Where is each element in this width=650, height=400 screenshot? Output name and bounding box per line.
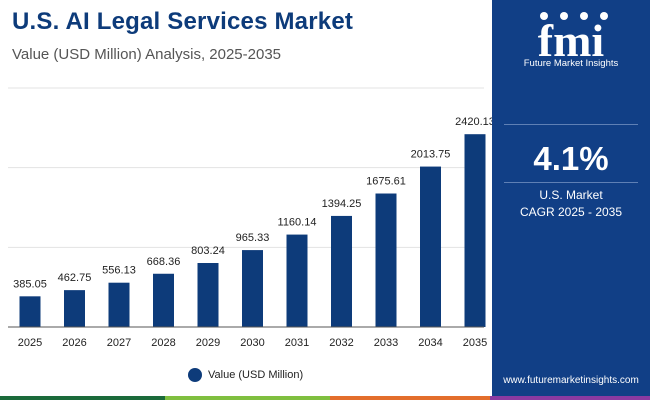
sidebar: fmi Future Market Insights 4.1% U.S. Mar… (492, 0, 650, 400)
bar (464, 134, 486, 327)
x-tick-label: 2026 (62, 337, 86, 349)
x-tick-label: 2028 (151, 337, 175, 349)
x-tick-label: 2027 (107, 337, 131, 349)
x-tick-label: 2030 (240, 337, 264, 349)
cagr-label-market: U.S. Market (539, 188, 603, 202)
page-title: U.S. AI Legal Services Market (12, 8, 354, 35)
cagr-value: 4.1% (533, 140, 609, 177)
bar (331, 215, 352, 327)
bar (286, 234, 308, 327)
bar-chart: 385.05 2025 462.75 2026 556.13 2027 668.36 2028… (8, 87, 492, 349)
bar (153, 273, 174, 327)
website-link[interactable]: www.futuremarketinsights.com (503, 375, 639, 386)
logo-icon-3 (580, 12, 588, 20)
data-label: 1160.14 (278, 217, 317, 229)
bar (242, 250, 263, 327)
divider-top (504, 124, 638, 125)
stripe-segment (330, 396, 490, 400)
logo-icon-2 (560, 12, 568, 20)
logo-caption: Future Market Insights (523, 58, 619, 69)
data-label: 965.33 (236, 232, 270, 244)
cagr-label-period: CAGR 2025 - 2035 (519, 205, 623, 219)
bar (19, 296, 41, 327)
bar (420, 166, 441, 327)
legend-swatch (188, 368, 202, 382)
x-tick-label: 2025 (18, 337, 42, 349)
data-label: 1675.61 (366, 176, 406, 188)
legend-label: Value (USD Million) (208, 369, 304, 381)
bottom-color-stripe (0, 396, 650, 400)
bar (197, 263, 219, 327)
stripe-segment (165, 396, 330, 400)
logo-text: fmi (538, 15, 605, 66)
stripe-segment (0, 396, 165, 400)
data-label: 803.24 (191, 245, 225, 257)
bar (375, 193, 397, 327)
x-tick-label: 2033 (374, 337, 398, 349)
data-label: 668.36 (147, 256, 181, 268)
x-tick-label: 2031 (285, 337, 309, 349)
x-tick-label: 2032 (329, 337, 353, 349)
stripe-segment (490, 396, 650, 400)
data-label: 2013.75 (411, 149, 451, 161)
logo-icon-1 (540, 12, 548, 20)
logo-icon-4 (600, 12, 608, 20)
x-tick-label: 2035 (463, 337, 487, 349)
data-label: 556.13 (102, 265, 136, 277)
bar (64, 290, 85, 327)
data-label: 1394.25 (322, 198, 362, 210)
page-subtitle: Value (USD Million) Analysis, 2025-2035 (12, 46, 282, 63)
x-tick-label: 2034 (418, 337, 442, 349)
data-label: 462.75 (58, 272, 92, 284)
data-label: 2420.13 (455, 116, 492, 128)
chart-legend: Value (USD Million) (188, 368, 303, 382)
x-tick-label: 2029 (196, 337, 220, 349)
divider-middle (504, 182, 638, 183)
bar (108, 282, 130, 327)
fmi-logo: fmi (538, 12, 608, 66)
data-label: 385.05 (13, 278, 47, 290)
chart-panel: U.S. AI Legal Services Market Value (USD… (8, 8, 492, 382)
